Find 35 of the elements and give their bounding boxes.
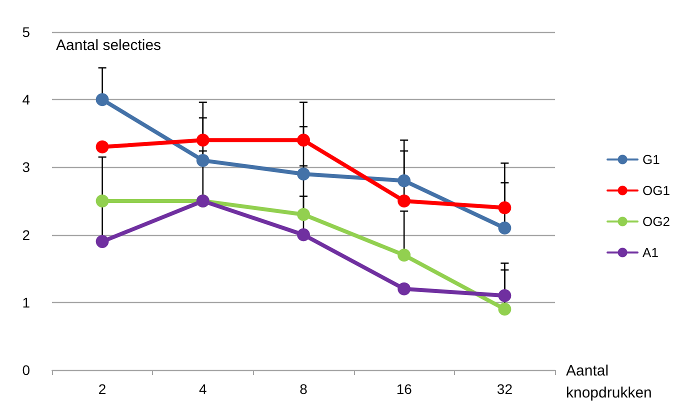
point — [398, 282, 411, 296]
legend-label: G1 — [642, 152, 660, 167]
y-tick-label: 5 — [22, 24, 30, 40]
x-tick-label: 2 — [98, 381, 106, 397]
point — [498, 302, 512, 316]
point — [196, 154, 210, 167]
point — [398, 194, 411, 208]
y-axis-title: Aantal selecties — [56, 37, 162, 54]
x-tick-label: 16 — [396, 381, 412, 397]
x-tick-label: 8 — [300, 381, 308, 397]
y-tick-label: 3 — [22, 159, 30, 176]
legend-label: OG2 — [642, 214, 670, 229]
point — [96, 93, 109, 106]
point — [398, 174, 411, 188]
point — [398, 248, 411, 262]
point — [96, 194, 109, 208]
point — [96, 235, 109, 248]
legend-label: A1 — [642, 245, 658, 260]
point — [297, 134, 310, 147]
y-tick-label: 1 — [22, 294, 30, 310]
point — [297, 228, 310, 242]
y-tick-label: 4 — [22, 92, 30, 108]
x-tick-label: 32 — [496, 381, 513, 397]
point — [96, 140, 109, 154]
x-tick-label: 4 — [199, 381, 207, 397]
y-tick-label: 2 — [22, 226, 30, 243]
y-tick-label: 0 — [22, 362, 30, 378]
point — [196, 134, 210, 147]
point — [498, 222, 512, 235]
x-axis-title: Aantal knopdrukken — [566, 362, 652, 402]
legend-label: OG1 — [642, 183, 670, 198]
point — [498, 201, 512, 214]
point — [498, 289, 512, 302]
point — [297, 208, 310, 222]
point — [297, 167, 310, 180]
